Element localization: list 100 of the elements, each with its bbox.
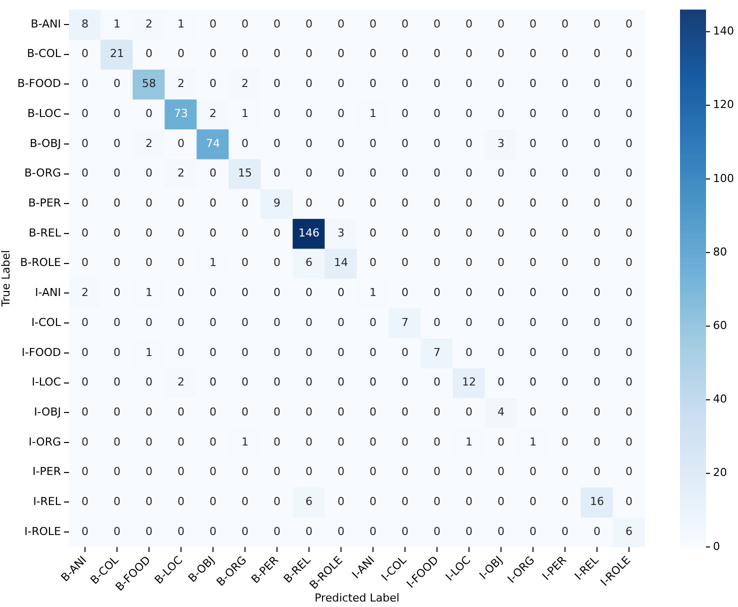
data-label: 0 (242, 286, 248, 300)
data-label: 0 (402, 376, 408, 389)
data-label: 0 (498, 316, 504, 329)
data-label: 0 (626, 47, 632, 60)
data-label: 0 (210, 524, 216, 538)
data-label: 0 (626, 136, 632, 150)
data-label: 6 (306, 256, 312, 270)
data-label: 0 (370, 77, 376, 90)
data-label: 73 (174, 106, 188, 120)
color-bar-label: 60 (713, 319, 727, 332)
data-label: 0 (82, 136, 88, 150)
data-label: 1 (242, 435, 248, 448)
data-label: 0 (146, 524, 152, 538)
data-label: 0 (338, 435, 344, 448)
data-label: 0 (626, 376, 632, 389)
data-label: 3 (338, 226, 344, 240)
data-label: 0 (562, 17, 568, 30)
data-label: 0 (434, 136, 440, 150)
data-label: 0 (146, 47, 152, 60)
data-label: 0 (82, 226, 88, 240)
data-label: 0 (210, 435, 216, 448)
data-label: 0 (146, 196, 152, 210)
data-label: 0 (498, 196, 504, 210)
data-label: 0 (82, 524, 88, 538)
data-label: 0 (498, 376, 504, 389)
data-label: 0 (402, 256, 408, 270)
data-label: 0 (402, 524, 408, 538)
data-label: 0 (466, 316, 472, 329)
data-label: 0 (306, 465, 312, 478)
data-label: 0 (82, 406, 88, 419)
data-label: 0 (338, 346, 344, 359)
data-label: 0 (306, 47, 312, 60)
data-label: 0 (178, 316, 184, 329)
data-label: 0 (370, 17, 376, 30)
data-label: 0 (466, 77, 472, 90)
data-label: 0 (178, 406, 184, 419)
data-label: 0 (370, 256, 376, 270)
data-label: 146 (298, 226, 320, 240)
data-label: 0 (338, 17, 344, 30)
data-label: 0 (434, 17, 440, 30)
data-label: 0 (82, 196, 88, 210)
data-label: 0 (594, 435, 600, 448)
data-label: 0 (242, 495, 248, 508)
color-bar-label: 40 (713, 392, 727, 406)
data-label: 0 (306, 316, 312, 329)
data-label: 7 (402, 316, 408, 329)
data-label: 8 (82, 17, 88, 30)
data-label: 0 (626, 106, 632, 120)
data-label: 0 (466, 47, 472, 60)
data-label: 0 (338, 196, 344, 210)
data-label: 12 (462, 376, 476, 389)
data-label: 0 (402, 286, 408, 300)
data-label: 0 (178, 226, 184, 240)
y-tick-label: B-ORG (24, 166, 61, 180)
data-label: 0 (242, 256, 248, 270)
data-label: 0 (434, 406, 440, 419)
data-label: 0 (242, 47, 248, 60)
data-label: 0 (114, 196, 120, 210)
data-label: 0 (562, 316, 568, 329)
data-label: 58 (142, 77, 156, 90)
data-label: 0 (594, 256, 600, 270)
data-label: 0 (114, 226, 120, 240)
data-label: 0 (178, 524, 184, 538)
data-label: 0 (114, 166, 120, 180)
data-label: 0 (274, 376, 280, 389)
data-label: 0 (402, 166, 408, 180)
data-label: 0 (562, 495, 568, 508)
data-label: 0 (594, 286, 600, 300)
data-label: 1 (530, 435, 536, 448)
data-label: 0 (178, 47, 184, 60)
data-label: 0 (306, 106, 312, 120)
data-label: 0 (626, 286, 632, 300)
data-label: 0 (530, 17, 536, 30)
data-label: 0 (210, 376, 216, 389)
y-axis-title: True Label (0, 250, 12, 308)
data-label: 0 (530, 196, 536, 210)
data-label: 0 (370, 166, 376, 180)
data-label: 0 (114, 406, 120, 419)
data-label: 0 (210, 77, 216, 90)
y-tick-label: I-LOC (32, 376, 62, 389)
data-label: 0 (562, 524, 568, 538)
data-label: 0 (146, 376, 152, 389)
data-label: 0 (274, 106, 280, 120)
data-label: 1 (242, 106, 248, 120)
data-label: 0 (626, 435, 632, 448)
data-label: 0 (274, 47, 280, 60)
data-label: 0 (242, 406, 248, 419)
data-label: 0 (178, 495, 184, 508)
x-axis-title: Predicted Label (314, 591, 400, 604)
data-label: 0 (114, 524, 120, 538)
data-label: 0 (338, 495, 344, 508)
data-label: 0 (530, 465, 536, 478)
data-label: 0 (562, 226, 568, 240)
color-bar-label: 0 (713, 540, 720, 553)
data-label: 0 (402, 106, 408, 120)
data-label: 0 (402, 346, 408, 359)
data-label: 0 (466, 524, 472, 538)
data-label: 0 (530, 286, 536, 300)
data-label: 0 (498, 256, 504, 270)
data-label: 1 (370, 286, 376, 300)
